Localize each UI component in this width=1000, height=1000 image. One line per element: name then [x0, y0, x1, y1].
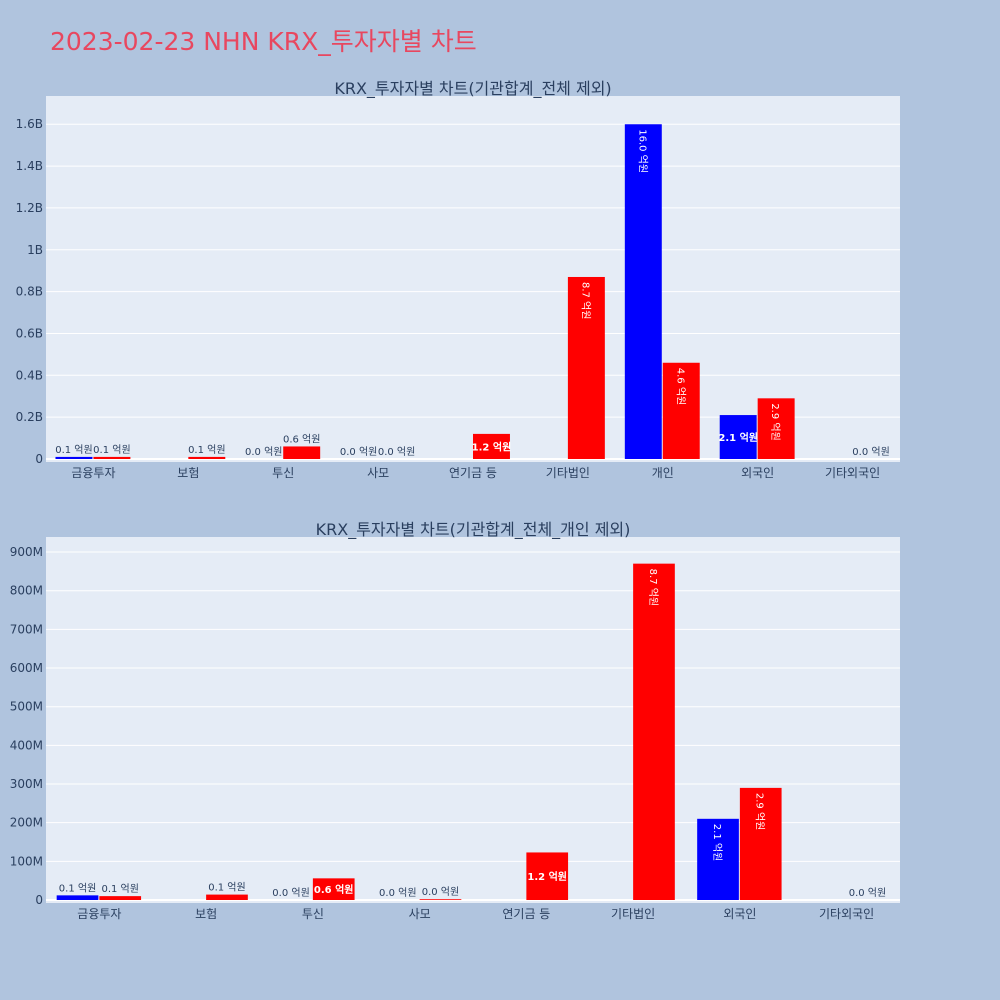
bar-label: 0.0 억원	[378, 446, 415, 458]
chart-2: KRX_투자자별 차트(기관합계_전체_개인 제외) 0 100M 200M 300M 4…	[10, 520, 900, 921]
y-tick-label: 700M	[10, 622, 43, 636]
y-tick-label: 300M	[10, 777, 43, 791]
y-tick-label: 0.2B	[16, 410, 43, 424]
y-tick-label: 1.2B	[16, 201, 43, 215]
x-tick-label: 기타외국인	[819, 907, 874, 921]
bar	[567, 276, 605, 459]
bar-label: 1.2 억원	[472, 440, 512, 453]
bar	[633, 563, 675, 900]
bar	[55, 456, 93, 459]
bar-label: 8.7 억원	[647, 569, 659, 606]
x-tick-label: 연기금 등	[449, 466, 497, 480]
x-tick-label: 투신	[302, 907, 324, 921]
chart-title: KRX_투자자별 차트(기관합계_전체_개인 제외)	[316, 520, 631, 540]
bar-label: 0.1 억원	[55, 444, 92, 456]
chart-1: KRX_투자자별 차트(기관합계_전체 제외) 0 0.2B 0.4B 0.6B 0.8B…	[16, 79, 900, 480]
bar-label: 0.0 억원	[272, 887, 309, 899]
bar	[739, 787, 782, 900]
bar-label: 0.0 억원	[245, 446, 282, 458]
bar-label: 0.0 억원	[849, 887, 886, 899]
y-tick-label: 100M	[10, 854, 43, 868]
y-tick-label: 0.6B	[16, 326, 43, 340]
bar-label: 0.1 억원	[59, 882, 96, 894]
bar-label: 8.7 억원	[579, 282, 591, 319]
y-tick-label: 800M	[10, 584, 43, 598]
x-tick-label: 기타법인	[546, 466, 590, 480]
bar	[662, 362, 700, 459]
y-tick-label: 500M	[10, 700, 43, 714]
y-tick-label: 200M	[10, 816, 43, 830]
y-tick-label: 0.4B	[16, 368, 43, 382]
bar	[473, 433, 510, 459]
bar-label: 4.6 억원	[674, 368, 686, 405]
y-tick-label: 0.8B	[16, 285, 43, 299]
bar-label: 0.0 억원	[340, 446, 377, 458]
bar-label: 0.6 억원	[283, 433, 320, 445]
x-tick-label: 보험	[195, 907, 217, 921]
bar	[624, 124, 662, 459]
bar	[757, 398, 795, 459]
y-tick-label: 600M	[10, 661, 43, 675]
bar	[206, 894, 248, 900]
y-tick-label: 0	[35, 452, 43, 466]
x-tick-label: 금융투자	[71, 466, 115, 480]
y-tick-label: 400M	[10, 738, 43, 752]
bar-label: 0.1 억원	[101, 883, 138, 895]
bar	[283, 446, 321, 459]
x-tick-label: 외국인	[741, 466, 774, 480]
y-tick-label: 900M	[10, 545, 43, 559]
y-tick-label: 0	[35, 893, 43, 907]
x-tick-label: 금융투자	[77, 907, 121, 921]
y-tick-label: 1.4B	[16, 159, 43, 173]
bar-label: 2.9 억원	[754, 793, 766, 830]
bar-label: 2.1 억원	[711, 824, 723, 861]
x-tick-label: 개인	[652, 466, 674, 480]
x-tick-label: 사모	[367, 466, 389, 480]
bar-label: 0.1 억원	[188, 444, 225, 456]
page-title: 2023-02-23 NHN KRX_투자자별 차트	[50, 27, 477, 56]
x-tick-label: 사모	[409, 907, 431, 921]
x-tick-label: 기타외국인	[825, 466, 880, 480]
bar-label: 0.1 억원	[208, 882, 245, 894]
x-tick-label: 연기금 등	[502, 907, 550, 921]
y-tick-label: 1B	[27, 243, 43, 257]
bar-label: 16.0 억원	[636, 129, 648, 173]
bar	[93, 456, 131, 459]
chart-title: KRX_투자자별 차트(기관합계_전체 제외)	[334, 79, 611, 99]
bar	[188, 456, 226, 459]
x-tick-label: 기타법인	[611, 907, 655, 921]
bar-label: 2.1 억원	[718, 431, 758, 444]
x-tick-label: 보험	[177, 466, 199, 480]
bar-label: 0.0 억원	[379, 887, 416, 899]
bar	[56, 895, 99, 900]
bar-label: 2.9 억원	[769, 403, 781, 440]
x-tick-label: 외국인	[723, 907, 756, 921]
bar-label: 0.0 억원	[852, 446, 889, 458]
bar-label: 0.1 억원	[93, 444, 130, 456]
bar	[419, 899, 462, 900]
x-tick-label: 투신	[272, 466, 294, 480]
bar-label: 1.2 억원	[527, 870, 567, 883]
bar	[312, 878, 355, 900]
bar-label: 0.6 억원	[314, 883, 354, 896]
y-tick-label: 1.6B	[16, 117, 43, 131]
bar	[99, 896, 142, 900]
bar-label: 0.0 억원	[422, 886, 459, 898]
bar	[526, 852, 569, 900]
bar	[719, 415, 757, 459]
bar	[697, 818, 739, 900]
